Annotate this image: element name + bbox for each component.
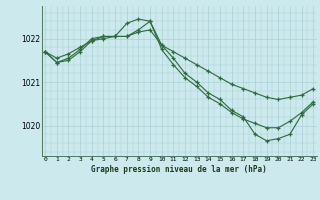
X-axis label: Graphe pression niveau de la mer (hPa): Graphe pression niveau de la mer (hPa) [91, 165, 267, 174]
